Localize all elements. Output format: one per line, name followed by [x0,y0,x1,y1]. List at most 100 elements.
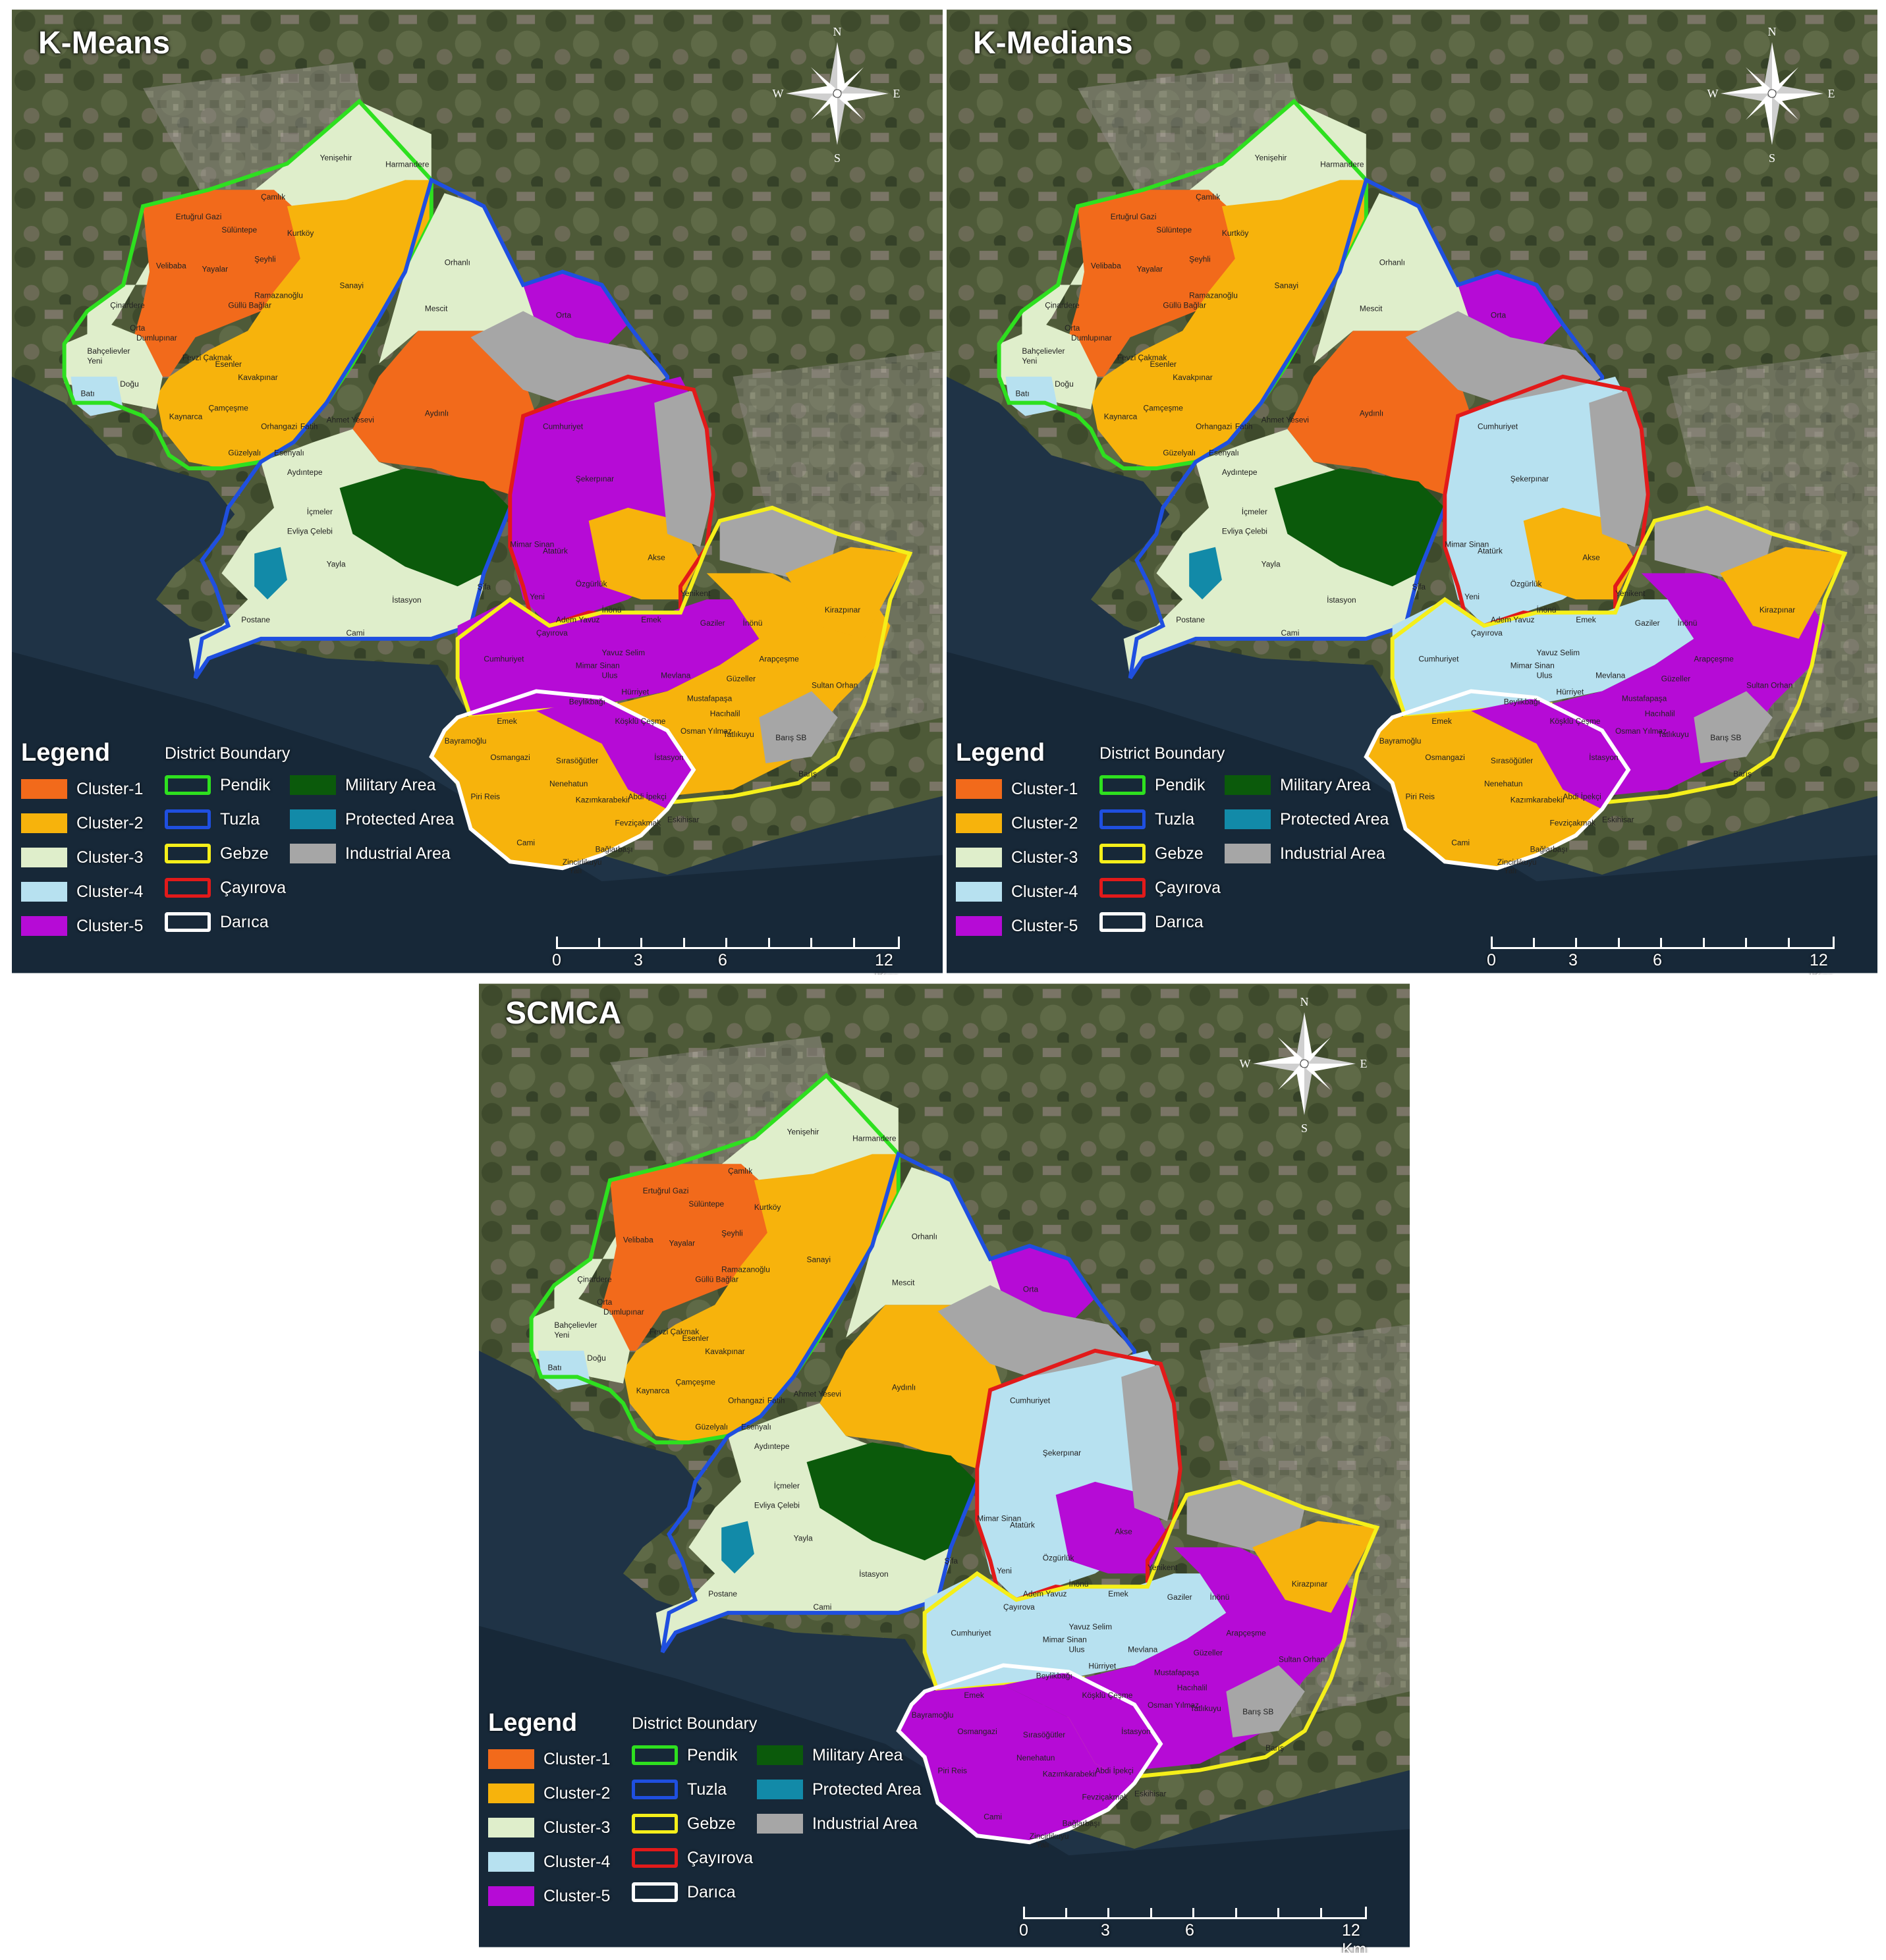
nb-label: Çamlık [1196,192,1220,202]
legend-swatch [488,1852,534,1872]
nb-label: Yenişehir [320,153,352,162]
nb-label: Emek [1108,1589,1128,1598]
legend-boundary-swatch [1099,912,1146,932]
nb-label: Orhangazi [1196,422,1232,431]
nb-label: Orhangazi [261,422,297,431]
legend-item-industrial-area: Industrial Area [1225,842,1385,865]
legend: Legend District Boundary Cluster-1 Clust… [21,739,482,963]
nb-label: Köşklü Çeşme [1549,717,1600,726]
nb-label: Bayramoğlu [445,736,487,746]
nb-label: Kazımkarabekir [1043,1770,1097,1779]
nb-label: Piri Reis [471,792,500,802]
scale-bar: 0 3 6 12 Km [1480,929,1849,975]
legend: Legend District Boundary Cluster-1 Clust… [956,739,1417,963]
legend-boundary-swatch [165,775,211,795]
nb-label: Barış [798,769,817,778]
scale-label-3: 3 [1101,1921,1110,1940]
nb-label: Güllü Bağlar [228,300,271,310]
nb-label: İnönü [743,618,763,628]
nb-label: Akse [1115,1527,1132,1536]
legend-swatch [757,1814,803,1834]
scale-label-6: 6 [1185,1921,1194,1940]
scale-bar-line [1023,1907,1367,1919]
cluster-region [623,1154,899,1443]
nb-label: Ertuğrul Gazi [176,212,222,221]
legend-title: Legend [956,739,1045,767]
nb-label: Fevziçakmak [1082,1792,1128,1801]
nb-label: Mimar Sinan [1511,661,1555,670]
legend-district-title: District Boundary [165,744,291,763]
nb-label: Postane [708,1589,737,1598]
nb-label: Zincirlikuyu [1497,858,1537,867]
nb-label: Hürriyet [1088,1661,1116,1670]
cluster-region [1065,190,1248,377]
nb-label: Cumhuriyet [484,655,524,664]
nb-label: Sülüntepe [688,1199,724,1209]
nb-label: Hürriyet [621,687,649,696]
legend-boundary-swatch [165,912,211,932]
nb-label: Tatlıkuyu [1658,730,1689,739]
cluster-region [1392,599,1694,718]
nb-label: Esenyalı [741,1422,771,1431]
nb-label: Çamlık [261,192,285,202]
legend-item-military-area: Military Area [757,1743,903,1767]
nb-label: Aydıntepe [1222,468,1258,477]
nb-label: Yenikent [1148,1563,1178,1572]
nb-label: Batı [547,1363,561,1373]
nb-label: Bağlarbaşı [596,844,633,854]
panel-title: K-Means [38,26,171,61]
nb-label: Beylikbağı [1504,697,1540,706]
legend-item-cluster-3: Cluster-3 [488,1816,610,1839]
nb-label: Barış SB [775,733,806,742]
map-panel-k-means: Yenişehir Harmandere Çamlık Ertuğrul Gaz… [12,8,943,975]
cluster-region-bati [1005,376,1059,416]
legend-item-gebze: Gebze [1099,842,1204,865]
nb-label: Ramazanoğlu [254,290,303,300]
nb-label: Cami [516,838,535,847]
nb-label: Osman Yılmaz [1615,726,1667,736]
district-darica [429,689,696,871]
nb-label: Cumhuriyet [543,422,584,431]
scale-label-0: 0 [552,951,561,969]
legend-item-military-area: Military Area [1225,773,1371,797]
nb-label: Ulus [1537,671,1553,680]
nb-label: Akse [648,553,665,562]
legend-swatch [956,848,1002,867]
nb-label: Bayramoğlu [1379,736,1422,746]
nb-label: İçmeler [307,507,333,516]
military-area [339,468,511,587]
nb-label: İstasyon [859,1569,888,1579]
compass-north-label: N [1300,995,1309,1008]
nb-label: Osman Yılmaz [680,726,732,736]
nb-label: Postane [241,615,270,624]
nb-label: Mimar Sinan [510,540,554,549]
military-area [806,1442,978,1561]
nb-label: Köşklü Çeşme [615,717,665,726]
nb-label: Fatih [300,422,318,431]
nb-label: Sultan Orhan [812,681,858,690]
compass-north-label: N [833,25,842,38]
nb-label: Piri Reis [938,1766,967,1776]
nb-label: Yenikent [680,589,711,598]
nb-label: Bahçelievler [1022,346,1065,356]
nb-label: Kurtköy [754,1203,781,1212]
compass-east-label: E [1360,1057,1368,1070]
legend-title: Legend [488,1709,578,1737]
nb-label: Kavakpınar [238,373,277,382]
nb-label: Kaynarca [1104,412,1138,422]
district-tuzla [1123,177,1605,680]
nb-label: Çamçeşme [676,1378,716,1387]
cluster-region-kirazpinar [1720,547,1845,639]
panel-title: K-Medians [973,26,1133,61]
legend-swatch [1225,775,1271,795]
legend-boundary-swatch [632,1848,678,1868]
nb-label: Osmangazi [490,753,530,762]
nb-label: Yayla [327,559,346,568]
cluster-region [431,711,668,869]
nb-label: Yeni [1022,356,1037,366]
neighborhood-labels: Yenişehir Harmandere Çamlık Ertuğrul Gaz… [1015,153,1795,875]
nb-label: Kirazpınar [825,605,860,614]
nb-label: Sanayi [1275,281,1299,290]
urban-area-texture [1200,1324,1410,1718]
darica-boundary [429,689,696,871]
